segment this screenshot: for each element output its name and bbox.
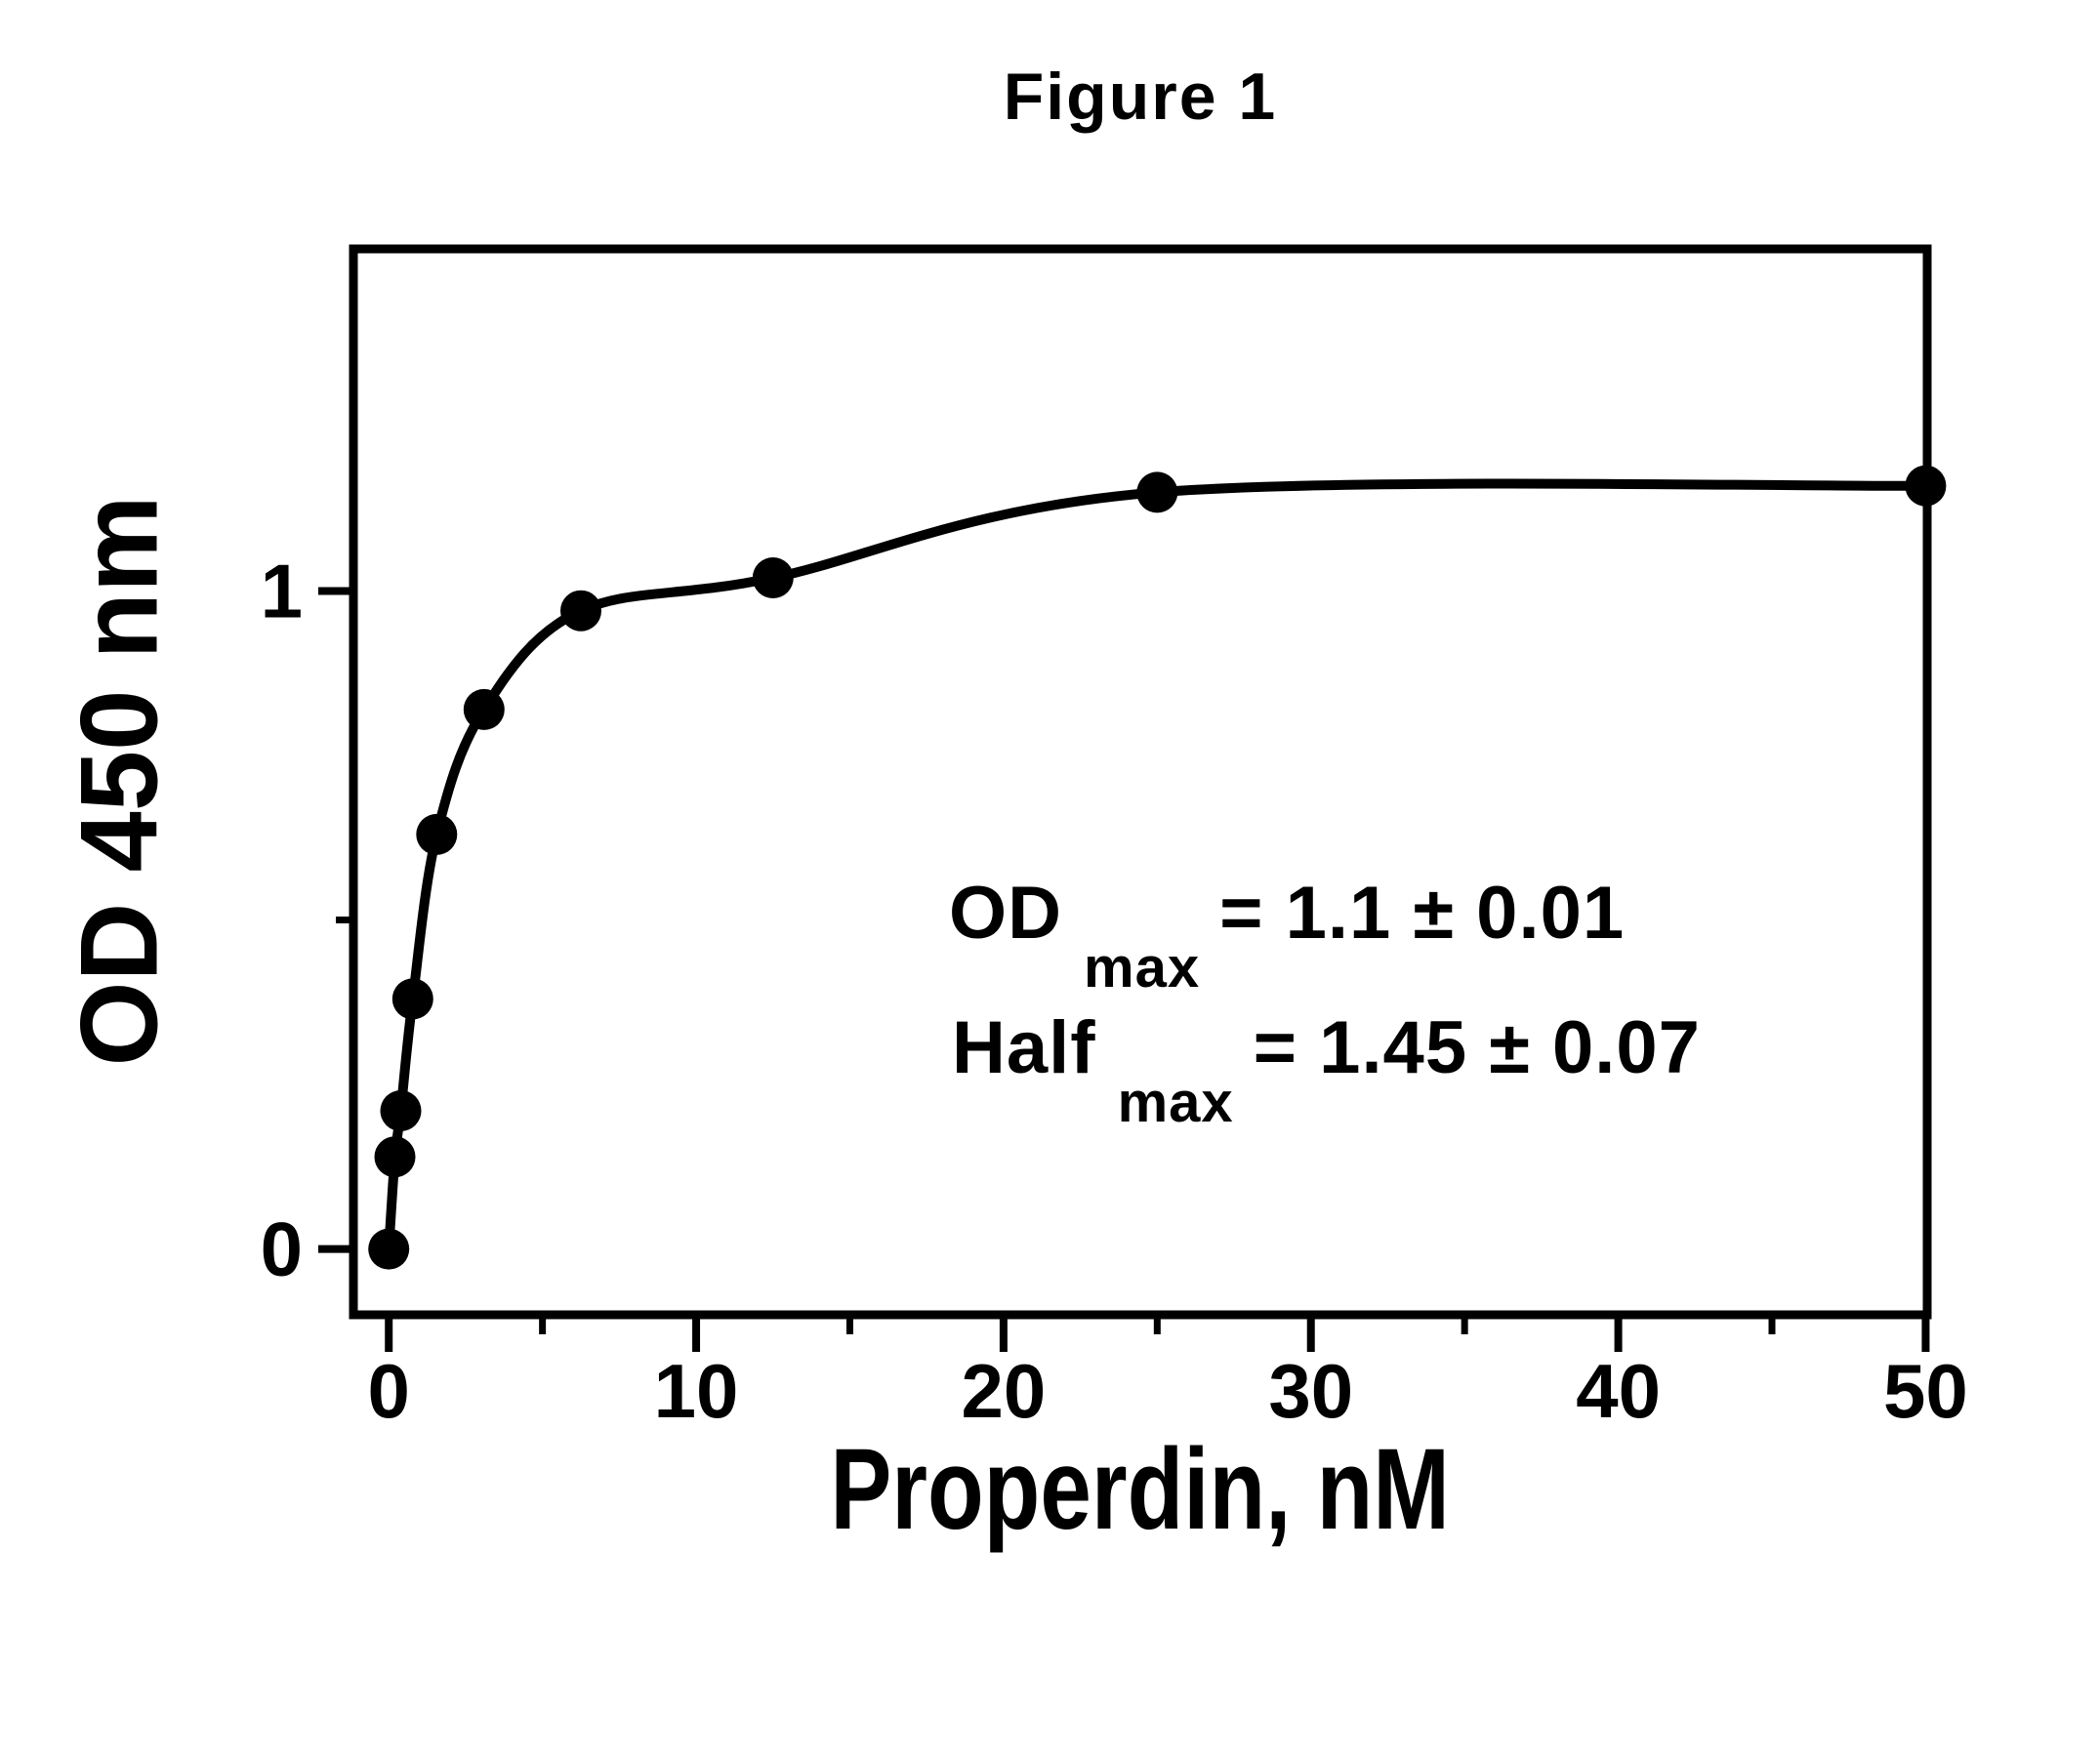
x-tick-label: 40 (1576, 1348, 1661, 1434)
annotation-od-max-value: = 1.1 ± 0.01 (1219, 872, 1626, 955)
data-point (374, 1136, 416, 1178)
data-point (752, 557, 794, 598)
data-point (391, 978, 433, 1020)
data-point (1905, 465, 1947, 507)
y-tick-label: 0 (261, 1206, 303, 1292)
data-point (560, 590, 601, 632)
x-tick-label: 30 (1268, 1348, 1353, 1434)
x-tick-label: 0 (368, 1348, 410, 1434)
plot-frame (349, 244, 1932, 1320)
annotation-od-max-base: OD (949, 872, 1062, 955)
x-axis-label: Properdin, nM (353, 1423, 1927, 1556)
data-point (368, 1228, 410, 1270)
annotation-half-max-sub: max (1117, 1071, 1234, 1135)
x-tick-label: 20 (962, 1348, 1047, 1434)
data-point (416, 813, 458, 855)
x-tick-label: 10 (654, 1348, 739, 1434)
figure-title: Figure 1 (1003, 60, 1278, 134)
y-axis-label: OD 450 nm (58, 495, 181, 1067)
data-point (463, 688, 505, 730)
data-point (380, 1090, 422, 1131)
annotation-half-max-value: = 1.45 ± 0.07 (1253, 1006, 1701, 1089)
annotation-half-max-base: Half (952, 1006, 1096, 1089)
annotation-od-max-sub: max (1084, 936, 1201, 1000)
y-tick-label: 1 (261, 549, 303, 634)
annotation-od-max: ODmax= 1.1 ± 0.01 (949, 877, 1625, 997)
data-point (1136, 471, 1178, 513)
x-axis-label-text: Properdin, nM (830, 1425, 1451, 1554)
x-tick-label: 50 (1883, 1348, 1968, 1434)
annotation-half-max: Halfmax= 1.45 ± 0.07 (952, 1011, 1701, 1131)
